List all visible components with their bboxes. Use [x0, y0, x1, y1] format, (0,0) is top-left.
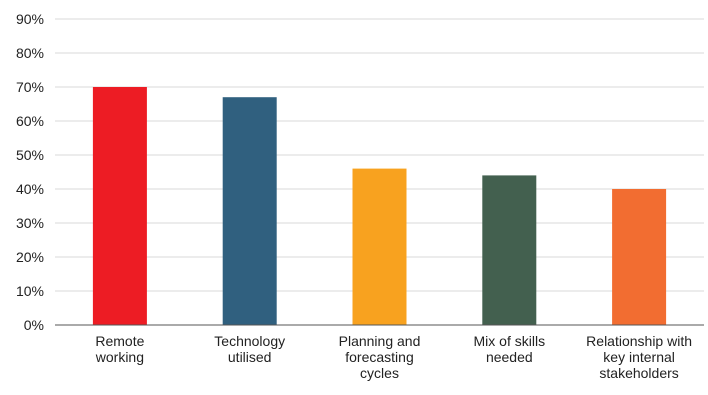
y-tick-label: 80%: [16, 45, 44, 61]
y-axis-tick-labels: 0% 10% 20% 30% 40% 50% 60% 70% 80% 90%: [16, 11, 44, 333]
x-category-label: Remote working: [95, 333, 145, 365]
bar: [92, 87, 147, 325]
y-tick-label: 20%: [16, 249, 44, 265]
gridlines: [55, 18, 704, 292]
x-axis-category-labels: Remote working Technology utilised Planning …: [95, 333, 692, 381]
x-category-label: Relationship with key internal stakeholder…: [586, 333, 692, 381]
y-tick-label: 70%: [16, 79, 44, 95]
y-tick-label: 60%: [16, 113, 44, 129]
y-tick-label: 90%: [16, 11, 44, 27]
bar: [482, 175, 537, 325]
y-tick-label: 50%: [16, 147, 44, 163]
x-category-label: Mix of skills needed: [474, 333, 546, 365]
y-tick-label: 40%: [16, 181, 44, 197]
bar: [222, 97, 277, 325]
x-category-label: Technology utilised: [214, 333, 285, 365]
x-category-label: Planning and forecasting cycles: [339, 333, 421, 381]
y-tick-label: 10%: [16, 283, 44, 299]
y-tick-label: 30%: [16, 215, 44, 231]
y-tick-label: 0%: [24, 317, 44, 333]
bars: [92, 87, 667, 325]
bar: [612, 189, 667, 325]
bar: [352, 168, 407, 325]
